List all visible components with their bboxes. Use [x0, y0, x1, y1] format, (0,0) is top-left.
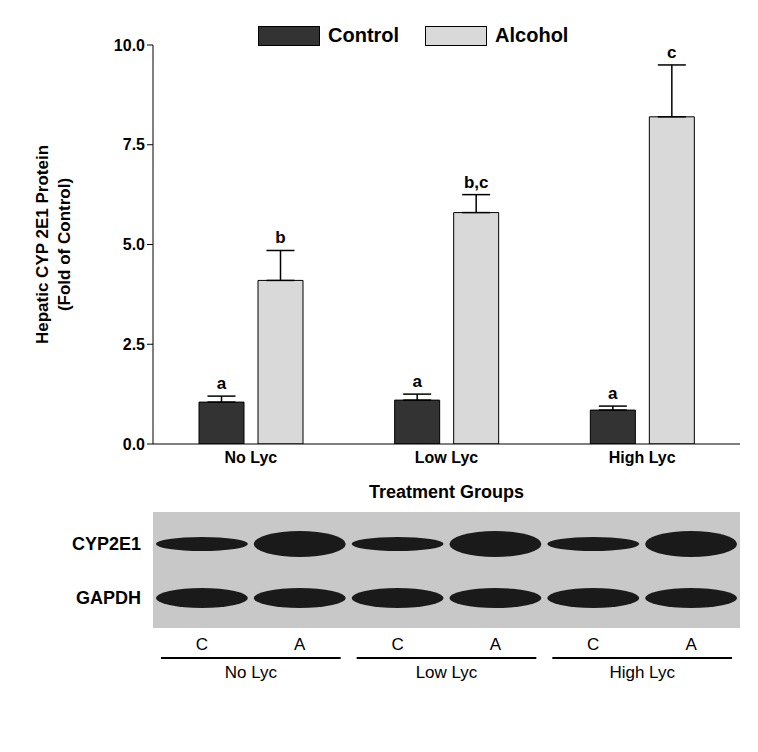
svg-text:High Lyc: High Lyc: [609, 449, 676, 466]
svg-text:10.0: 10.0: [114, 37, 145, 54]
svg-text:C: C: [196, 635, 208, 654]
svg-text:A: A: [685, 635, 697, 654]
svg-text:No Lyc: No Lyc: [225, 663, 278, 682]
svg-text:b: b: [275, 228, 285, 247]
svg-text:7.5: 7.5: [123, 136, 145, 153]
svg-text:High Lyc: High Lyc: [609, 663, 675, 682]
svg-text:Low Lyc: Low Lyc: [415, 449, 479, 466]
svg-text:C: C: [587, 635, 599, 654]
svg-text:No Lyc: No Lyc: [224, 449, 277, 466]
svg-text:Hepatic CYP 2E1 Protein(Fold o: Hepatic CYP 2E1 Protein(Fold of Control): [33, 145, 74, 344]
svg-text:a: a: [608, 384, 618, 403]
svg-text:A: A: [294, 635, 306, 654]
svg-text:C: C: [391, 635, 403, 654]
svg-text:Low Lyc: Low Lyc: [416, 663, 478, 682]
svg-text:0.0: 0.0: [123, 436, 145, 453]
svg-text:2.5: 2.5: [123, 336, 145, 353]
svg-text:CYP2E1: CYP2E1: [72, 534, 141, 554]
svg-text:Treatment Groups: Treatment Groups: [369, 482, 524, 502]
svg-text:c: c: [667, 43, 676, 62]
svg-text:a: a: [412, 372, 422, 391]
html-text:Control: Control: [328, 24, 400, 46]
svg-text:GAPDH: GAPDH: [76, 588, 141, 608]
html-text:Alcohol: Alcohol: [495, 24, 569, 46]
svg-text:b,c: b,c: [464, 173, 489, 192]
svg-text:a: a: [217, 374, 227, 393]
svg-text:A: A: [490, 635, 502, 654]
svg-text:5.0: 5.0: [123, 236, 145, 253]
